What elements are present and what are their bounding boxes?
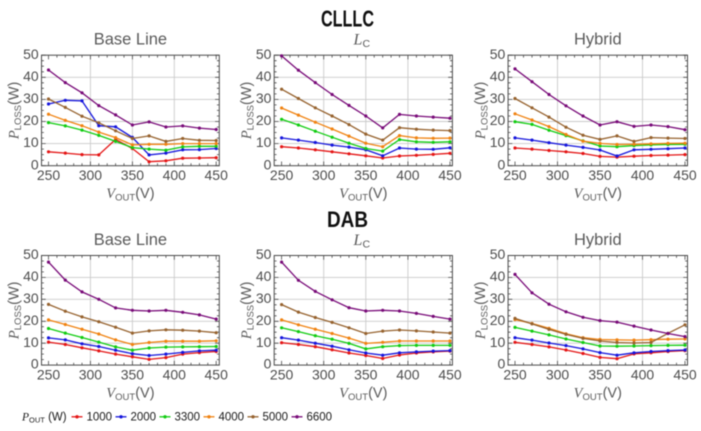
svg-text:VOUT(V): VOUT(V) — [106, 385, 154, 403]
svg-text:Hybrid: Hybrid — [574, 31, 622, 49]
svg-text:VOUT(V): VOUT(V) — [339, 186, 387, 204]
svg-text:400: 400 — [631, 167, 655, 183]
svg-text:VOUT(V): VOUT(V) — [574, 385, 622, 403]
svg-text:30: 30 — [490, 90, 506, 106]
svg-text:350: 350 — [121, 167, 145, 183]
svg-text:20: 20 — [23, 112, 39, 128]
svg-text:450: 450 — [673, 366, 697, 382]
svg-text:VOUT(V): VOUT(V) — [106, 186, 154, 204]
svg-text:10: 10 — [256, 134, 272, 150]
svg-text:1000: 1000 — [87, 412, 113, 424]
svg-text:300: 300 — [546, 366, 570, 382]
svg-text:POUT (W): POUT (W) — [21, 412, 67, 425]
svg-text:PLOSS(W): PLOSS(W) — [239, 282, 257, 341]
svg-text:250: 250 — [37, 167, 61, 183]
svg-text:250: 250 — [270, 366, 294, 382]
svg-text:30: 30 — [490, 290, 506, 306]
svg-text:PLOSS(W): PLOSS(W) — [473, 82, 491, 141]
svg-text:3300: 3300 — [175, 412, 201, 424]
svg-text:300: 300 — [312, 366, 336, 382]
svg-text:300: 300 — [79, 167, 103, 183]
svg-text:350: 350 — [354, 167, 378, 183]
svg-text:2000: 2000 — [131, 412, 157, 424]
svg-text:0: 0 — [498, 356, 506, 372]
svg-text:30: 30 — [256, 290, 272, 306]
svg-text:450: 450 — [438, 366, 462, 382]
svg-text:20: 20 — [490, 312, 506, 328]
svg-text:10: 10 — [23, 334, 39, 350]
svg-text:400: 400 — [396, 167, 420, 183]
svg-text:10: 10 — [490, 134, 506, 150]
svg-text:Base Line: Base Line — [94, 231, 167, 249]
svg-text:50: 50 — [23, 246, 39, 262]
svg-text:Hybrid: Hybrid — [574, 231, 622, 249]
svg-text:40: 40 — [23, 268, 39, 284]
svg-text:450: 450 — [205, 167, 229, 183]
svg-text:PLOSS(W): PLOSS(W) — [473, 282, 491, 341]
svg-text:50: 50 — [256, 246, 272, 262]
svg-text:50: 50 — [490, 246, 506, 262]
svg-text:PLOSS(W): PLOSS(W) — [7, 282, 25, 341]
svg-text:400: 400 — [163, 167, 187, 183]
svg-text:350: 350 — [354, 366, 378, 382]
svg-text:450: 450 — [205, 366, 229, 382]
svg-text:4000: 4000 — [219, 412, 245, 424]
svg-text:400: 400 — [631, 366, 655, 382]
svg-text:Base Line: Base Line — [94, 31, 167, 49]
svg-text:400: 400 — [163, 366, 187, 382]
svg-text:10: 10 — [256, 334, 272, 350]
svg-text:40: 40 — [256, 68, 272, 84]
svg-text:250: 250 — [37, 366, 61, 382]
svg-text:0: 0 — [31, 156, 39, 172]
svg-text:0: 0 — [31, 356, 39, 372]
svg-text:30: 30 — [23, 290, 39, 306]
svg-text:450: 450 — [438, 167, 462, 183]
svg-text:250: 250 — [503, 366, 527, 382]
svg-text:CLLLC: CLLLC — [321, 6, 374, 32]
svg-text:10: 10 — [23, 134, 39, 150]
svg-text:300: 300 — [79, 366, 103, 382]
svg-text:LC: LC — [353, 32, 371, 51]
svg-text:0: 0 — [264, 356, 272, 372]
svg-text:VOUT(V): VOUT(V) — [574, 186, 622, 204]
svg-text:10: 10 — [490, 334, 506, 350]
svg-text:50: 50 — [256, 46, 272, 62]
svg-text:PLOSS(W): PLOSS(W) — [239, 82, 257, 141]
svg-text:250: 250 — [503, 167, 527, 183]
svg-text:350: 350 — [121, 366, 145, 382]
svg-text:30: 30 — [23, 90, 39, 106]
svg-text:40: 40 — [490, 268, 506, 284]
svg-text:20: 20 — [256, 112, 272, 128]
svg-text:0: 0 — [264, 156, 272, 172]
svg-text:350: 350 — [588, 366, 612, 382]
svg-text:0: 0 — [498, 156, 506, 172]
svg-text:20: 20 — [256, 312, 272, 328]
svg-text:40: 40 — [490, 68, 506, 84]
svg-text:30: 30 — [256, 90, 272, 106]
svg-text:350: 350 — [588, 167, 612, 183]
svg-text:VOUT(V): VOUT(V) — [339, 385, 387, 403]
svg-text:LC: LC — [353, 232, 371, 251]
svg-text:20: 20 — [490, 112, 506, 128]
svg-text:PLOSS(W): PLOSS(W) — [7, 82, 25, 141]
svg-text:300: 300 — [546, 167, 570, 183]
svg-text:450: 450 — [673, 167, 697, 183]
svg-text:5000: 5000 — [263, 412, 289, 424]
svg-text:40: 40 — [23, 68, 39, 84]
svg-text:40: 40 — [256, 268, 272, 284]
svg-text:50: 50 — [490, 46, 506, 62]
svg-text:20: 20 — [23, 312, 39, 328]
svg-text:400: 400 — [396, 366, 420, 382]
svg-text:250: 250 — [270, 167, 294, 183]
svg-text:DAB: DAB — [327, 207, 368, 232]
svg-text:300: 300 — [312, 167, 336, 183]
svg-text:50: 50 — [23, 46, 39, 62]
svg-text:6600: 6600 — [307, 412, 333, 424]
